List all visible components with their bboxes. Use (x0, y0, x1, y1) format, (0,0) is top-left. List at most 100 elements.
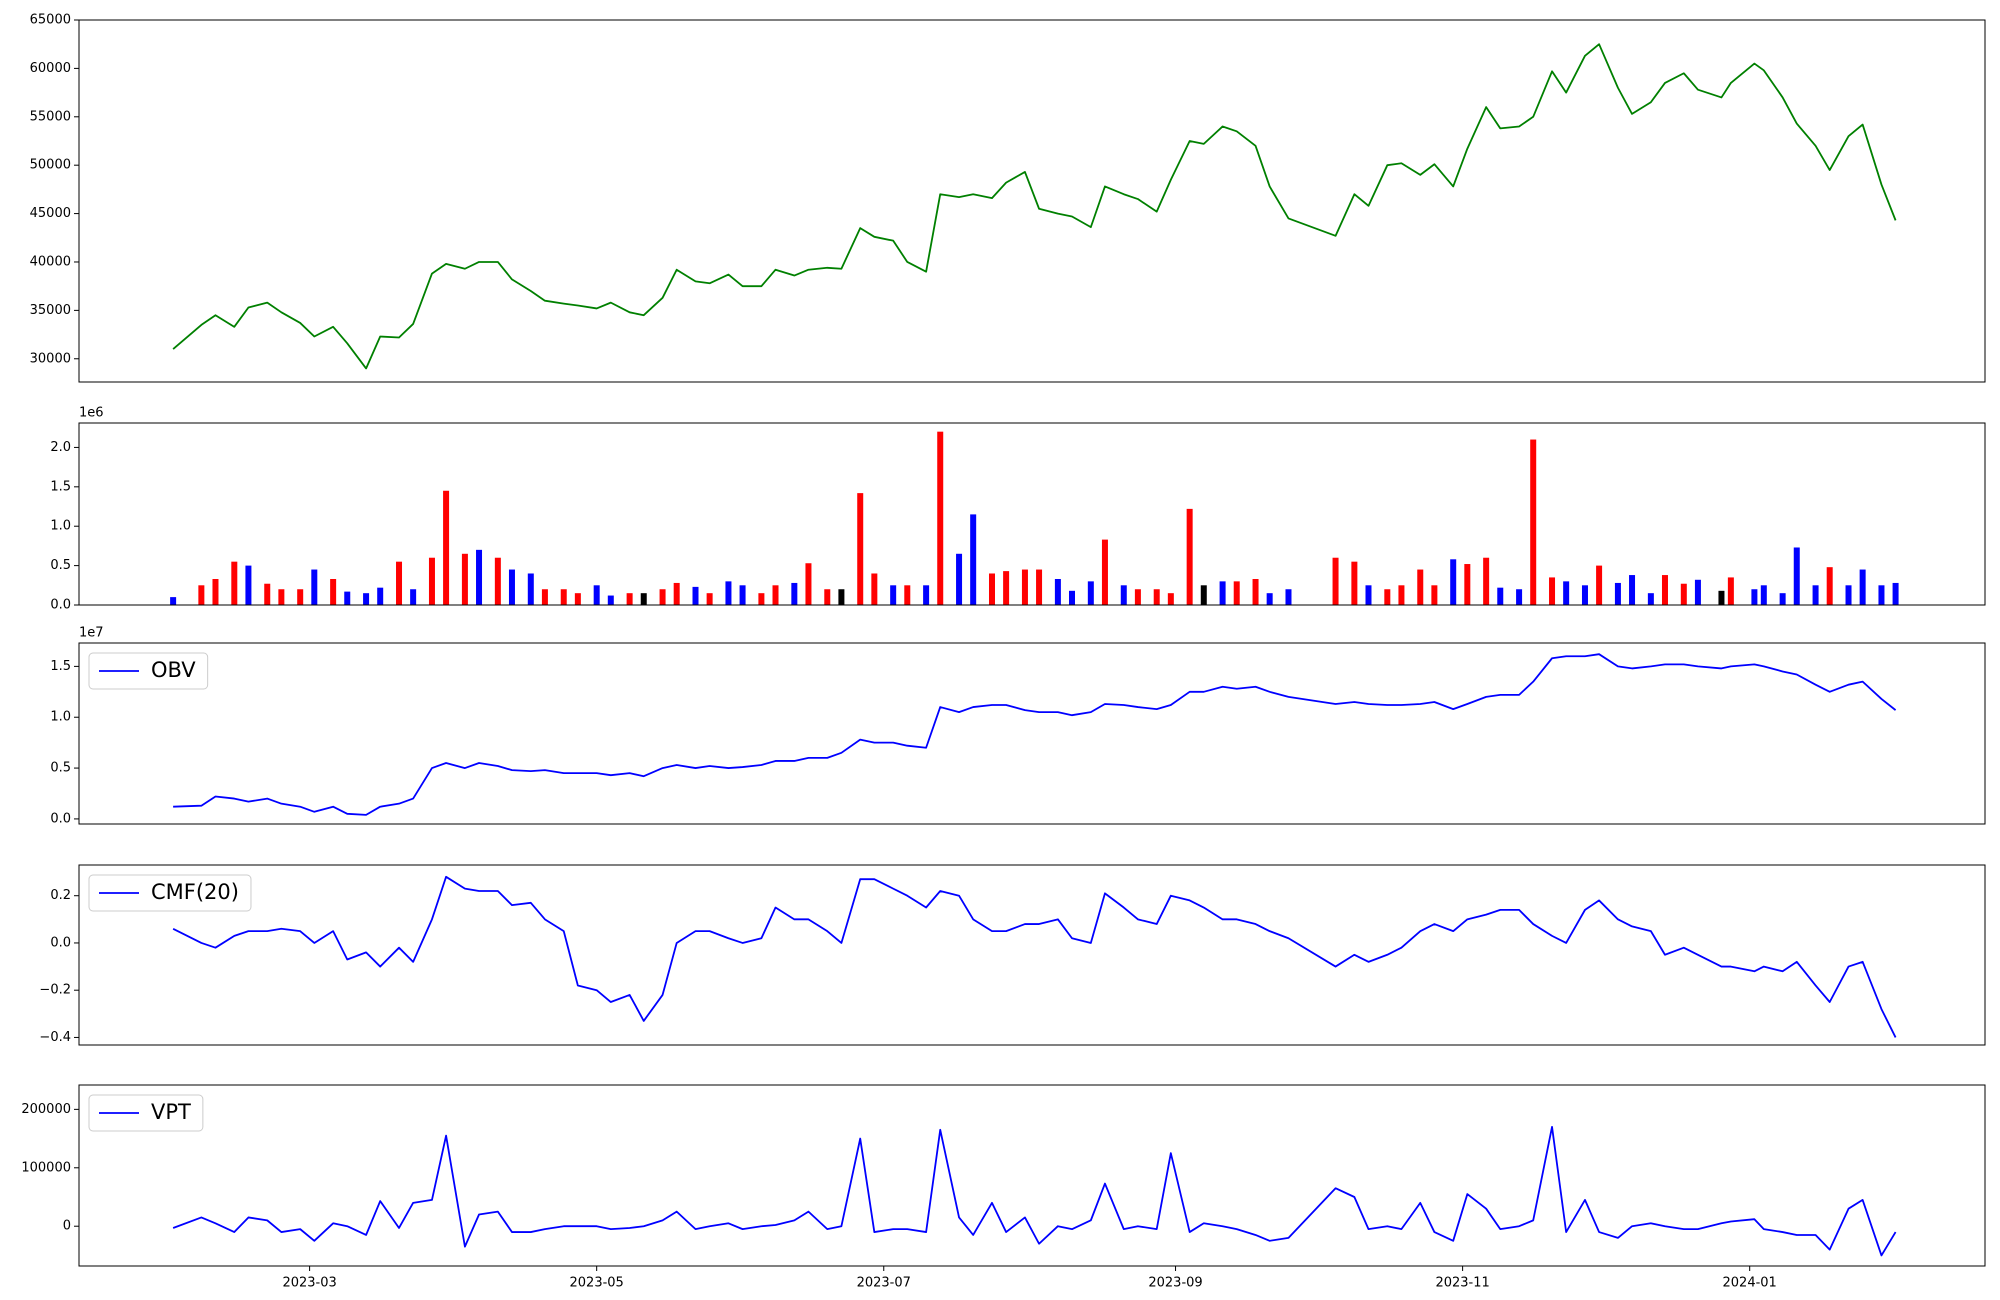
bar (344, 591, 351, 605)
bar (1134, 589, 1141, 605)
bar (231, 561, 238, 605)
legend-frame (88, 1094, 204, 1132)
bar (1530, 439, 1537, 605)
bar (1727, 577, 1734, 605)
line (172, 875, 1897, 1038)
axes-frame (78, 1084, 1986, 1267)
legend-frame (88, 652, 209, 690)
bar (170, 597, 177, 605)
y-tick-label: 200000 (21, 1102, 71, 1117)
bar (706, 593, 713, 605)
bar (607, 595, 614, 605)
bar (871, 573, 878, 605)
y-tick-label: 0 (63, 1219, 71, 1234)
bar (311, 569, 318, 605)
x-tick-label: 2024-01 (1723, 1276, 1777, 1291)
y-tick-label: 0.5 (50, 761, 71, 776)
bar (739, 585, 746, 605)
panel (172, 43, 1897, 370)
bar (212, 579, 219, 605)
bar (956, 553, 963, 605)
bar (1793, 547, 1800, 605)
bar (1760, 585, 1767, 605)
bar (805, 563, 812, 605)
bar (1233, 581, 1240, 605)
panel (172, 875, 1897, 1038)
bar (593, 585, 600, 605)
y-tick-label: 0.0 (50, 598, 71, 613)
bar (1431, 585, 1438, 605)
x-tick-label: 2023-03 (282, 1276, 336, 1291)
bar (640, 593, 647, 605)
bar (1384, 589, 1391, 605)
bar (1351, 561, 1358, 605)
bar (772, 585, 779, 605)
bar (1365, 585, 1372, 605)
legend-label: OBV (151, 658, 196, 682)
axes-frame (78, 422, 1986, 606)
bar (443, 490, 450, 605)
y-tick-label: 1.0 (50, 519, 71, 534)
bar (1332, 557, 1339, 605)
y-tick-label: 2.0 (50, 440, 71, 455)
bar (1266, 593, 1273, 605)
y-tick-label: 0.0 (50, 935, 71, 950)
bar (1003, 571, 1010, 605)
bar (1087, 581, 1094, 605)
bar (1186, 508, 1193, 605)
bar (890, 585, 897, 605)
bar (1450, 559, 1457, 605)
panel (172, 1125, 1897, 1257)
legend-frame (88, 874, 252, 912)
bar (1629, 575, 1636, 605)
bar (377, 587, 384, 605)
bar (673, 582, 680, 605)
bar (824, 589, 831, 605)
bar (508, 569, 515, 605)
axes-frame (78, 642, 1986, 825)
bar (904, 585, 911, 605)
bar (1497, 587, 1504, 605)
bar (659, 589, 666, 605)
bar (857, 493, 864, 605)
y-tick-label: 45000 (30, 206, 71, 221)
y-tick-label: 0.0 (50, 811, 71, 826)
x-tick-label: 2023-11 (1435, 1276, 1489, 1291)
bar (1892, 582, 1899, 605)
bar (626, 593, 633, 605)
bar (1464, 564, 1471, 605)
bar (1101, 539, 1108, 605)
bar (1252, 579, 1259, 605)
bar (1483, 557, 1490, 605)
legend-label: VPT (151, 1100, 191, 1124)
bar (1219, 581, 1226, 605)
bar (1826, 567, 1833, 605)
bar (245, 565, 252, 605)
bar (476, 549, 483, 605)
y-tick-label: −0.4 (39, 1030, 71, 1045)
bar (1614, 582, 1621, 605)
y-tick-label: 100000 (21, 1160, 71, 1175)
bar (330, 579, 337, 605)
panel (173, 653, 1897, 816)
bar (838, 589, 845, 605)
bar (363, 593, 370, 605)
bar (1549, 577, 1556, 605)
y-tick-label: 0.5 (50, 558, 71, 573)
legend: VPT (88, 1094, 204, 1132)
bar (758, 593, 765, 605)
offset-label: 1e7 (79, 626, 104, 641)
bar (1036, 569, 1043, 605)
bar (1200, 585, 1207, 605)
bar (461, 553, 468, 605)
bar (1694, 579, 1701, 605)
bar (1812, 585, 1819, 605)
legend-label: CMF(20) (151, 880, 239, 904)
bar (988, 573, 995, 605)
axes-frame (78, 19, 1986, 383)
bar (1596, 565, 1603, 605)
bar (278, 589, 285, 605)
y-tick-label: 35000 (30, 303, 71, 318)
y-tick-label: −0.2 (39, 983, 71, 998)
